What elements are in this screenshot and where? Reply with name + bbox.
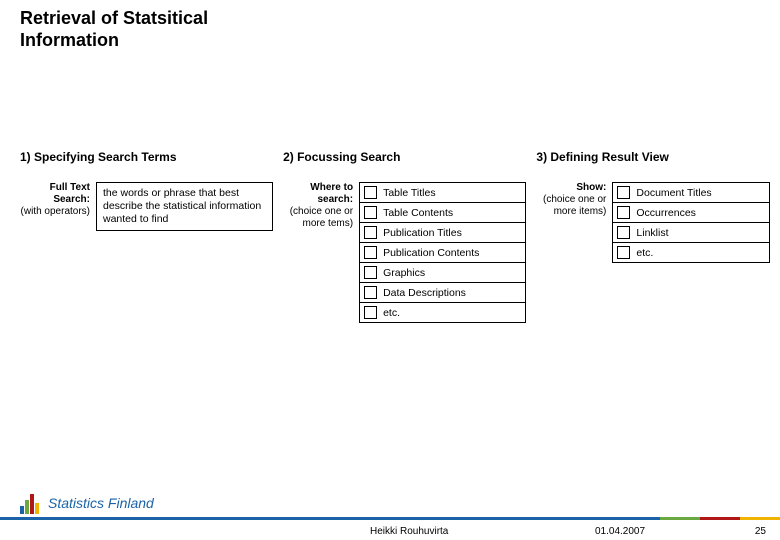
footer-date: 01.04.2007 [595,526,645,537]
checkbox-icon[interactable] [617,226,630,239]
brand-text: Statistics Finland [48,495,154,511]
brand-logo: Statistics Finland [20,492,154,514]
list-item[interactable]: Occurrences [612,202,770,223]
list-item[interactable]: Publication Titles [359,222,526,243]
where-row: Where to search: (choice one or more tem… [283,182,526,322]
search-input[interactable]: the words or phrase that best describe t… [96,182,273,231]
checkbox-icon[interactable] [364,206,377,219]
checkbox-icon[interactable] [364,186,377,199]
show-label: Show: (choice one or more items) [536,182,606,218]
checkbox-icon[interactable] [617,206,630,219]
search-row: Full Text Search: (with operators) the w… [20,182,273,231]
checkbox-icon[interactable] [364,246,377,259]
column-result-view: 3) Defining Result View Show: (choice on… [536,150,770,322]
footer-page-number: 25 [755,526,766,537]
column-focussing: 2) Focussing Search Where to search: (ch… [283,150,526,322]
list-item[interactable]: Publication Contents [359,242,526,263]
where-options-list: Table Titles Table Contents Publication … [359,182,526,322]
list-item[interactable]: Graphics [359,262,526,283]
search-label: Full Text Search: (with operators) [20,182,90,218]
bars-icon [20,492,42,514]
list-item[interactable]: Document Titles [612,182,770,203]
page-title: Retrieval of Statsitical Information [20,8,240,51]
where-label: Where to search: (choice one or more tem… [283,182,353,230]
checkbox-icon[interactable] [364,226,377,239]
list-item[interactable]: Table Titles [359,182,526,203]
column-header: 3) Defining Result View [536,150,770,164]
list-item[interactable]: etc. [612,242,770,263]
column-header: 1) Specifying Search Terms [20,150,273,164]
columns-container: 1) Specifying Search Terms Full Text Sea… [20,150,770,322]
footer-divider [0,517,780,520]
show-row: Show: (choice one or more items) Documen… [536,182,770,262]
show-options-list: Document Titles Occurrences Linklist etc… [612,182,770,262]
list-item[interactable]: etc. [359,302,526,323]
checkbox-icon[interactable] [364,266,377,279]
column-search-terms: 1) Specifying Search Terms Full Text Sea… [20,150,273,322]
checkbox-icon[interactable] [364,306,377,319]
checkbox-icon[interactable] [364,286,377,299]
checkbox-icon[interactable] [617,186,630,199]
footer: Statistics Finland Heikki Rouhuvirta 01.… [0,500,780,540]
list-item[interactable]: Linklist [612,222,770,243]
list-item[interactable]: Data Descriptions [359,282,526,303]
footer-author: Heikki Rouhuvirta [370,526,448,537]
list-item[interactable]: Table Contents [359,202,526,223]
column-header: 2) Focussing Search [283,150,526,164]
checkbox-icon[interactable] [617,246,630,259]
